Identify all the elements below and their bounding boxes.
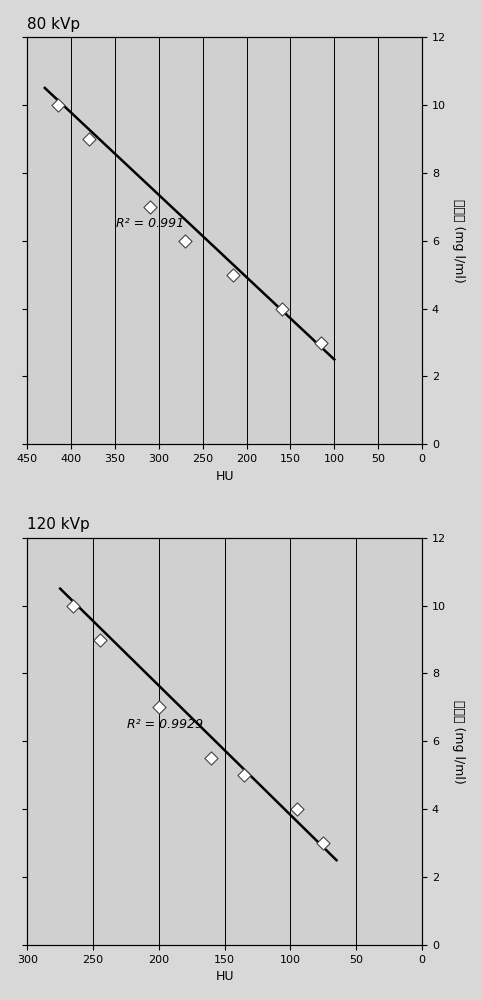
Point — [69, 598, 77, 614]
Y-axis label: 碎浓度 (mg l/ml): 碎浓度 (mg l/ml) — [452, 199, 465, 283]
Text: R² = 0.9929: R² = 0.9929 — [127, 718, 203, 731]
Point — [320, 835, 327, 851]
Point — [229, 267, 237, 283]
Text: 80 kVp: 80 kVp — [27, 17, 80, 32]
Point — [54, 97, 62, 113]
Point — [146, 199, 154, 215]
Text: R² = 0.991: R² = 0.991 — [116, 217, 184, 230]
Y-axis label: 碎浓度 (mg l/ml): 碎浓度 (mg l/ml) — [452, 700, 465, 783]
Point — [317, 335, 325, 351]
Point — [85, 131, 93, 147]
Point — [208, 750, 215, 766]
Point — [155, 699, 163, 715]
X-axis label: HU: HU — [215, 970, 234, 983]
Point — [181, 233, 189, 249]
X-axis label: HU: HU — [215, 470, 234, 483]
Text: 120 kVp: 120 kVp — [27, 517, 90, 532]
Point — [293, 801, 301, 817]
Point — [241, 767, 248, 783]
Point — [278, 301, 285, 317]
Point — [96, 632, 104, 648]
